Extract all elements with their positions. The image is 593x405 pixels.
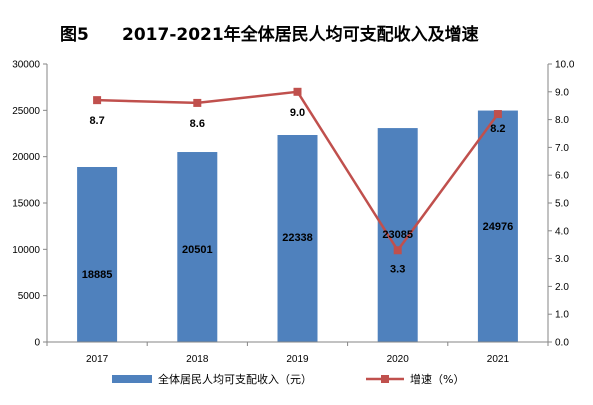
y-left-tick-label: 15000 [12, 199, 40, 210]
x-tick-label: 2021 [487, 354, 510, 365]
bar-data-label: 24976 [483, 221, 514, 233]
figure-number: 图5 [60, 25, 89, 45]
growth-point-2019 [293, 87, 302, 96]
growth-point-2017 [93, 96, 102, 105]
y-right-tick-label: 0.0 [555, 338, 569, 349]
y-left-tick-label: 30000 [12, 60, 40, 71]
bar-2021 [477, 110, 518, 343]
bar-2019 [277, 135, 318, 342]
line-data-label: 8.2 [490, 123, 505, 135]
y-left-tick-label: 10000 [12, 245, 40, 256]
line-data-label: 3.3 [390, 263, 405, 275]
y-right-tick-label: 3.0 [555, 254, 569, 265]
x-tick-label: 2018 [186, 354, 209, 365]
line-data-label: 8.6 [190, 118, 205, 130]
line-data-label: 8.7 [89, 115, 104, 127]
y-right-tick-label: 7.0 [555, 143, 569, 154]
x-tick-label: 2019 [286, 354, 309, 365]
y-left-tick-label: 0 [34, 338, 40, 349]
y-right-tick-label: 10.0 [555, 60, 575, 71]
legend-bar-label: 全体居民人均可支配收入（元） [158, 372, 312, 386]
y-left-tick-label: 5000 [18, 291, 41, 302]
chart-title: 2017-2021年全体居民人均可支配收入及增速 [122, 25, 479, 45]
y-right-tick-label: 6.0 [555, 171, 569, 182]
y-left-tick-label: 25000 [12, 106, 40, 117]
bar-data-label: 20501 [182, 244, 213, 256]
legend-bar-swatch [112, 375, 152, 383]
growth-point-2020 [393, 246, 402, 255]
x-tick-label: 2017 [86, 354, 109, 365]
bar-2020 [377, 128, 418, 342]
y-right-tick-label: 8.0 [555, 115, 569, 126]
y-right-tick-label: 5.0 [555, 199, 569, 210]
bar-data-label: 23085 [382, 229, 413, 241]
bar-2017 [77, 166, 118, 342]
legend-line-marker [381, 375, 389, 383]
bar-2018 [177, 152, 218, 342]
y-right-tick-label: 1.0 [555, 310, 569, 321]
y-right-tick-label: 4.0 [555, 226, 569, 237]
line-data-label: 9.0 [290, 107, 305, 119]
growth-point-2018 [193, 98, 202, 107]
bar-data-label: 18885 [82, 269, 113, 281]
y-left-tick-label: 20000 [12, 152, 40, 163]
legend-line-label: 增速（%） [410, 372, 464, 386]
x-tick-label: 2020 [387, 354, 410, 365]
bar-data-label: 22338 [282, 232, 313, 244]
y-right-tick-label: 2.0 [555, 282, 569, 293]
growth-point-2021 [493, 110, 502, 119]
y-right-tick-label: 9.0 [555, 87, 569, 98]
